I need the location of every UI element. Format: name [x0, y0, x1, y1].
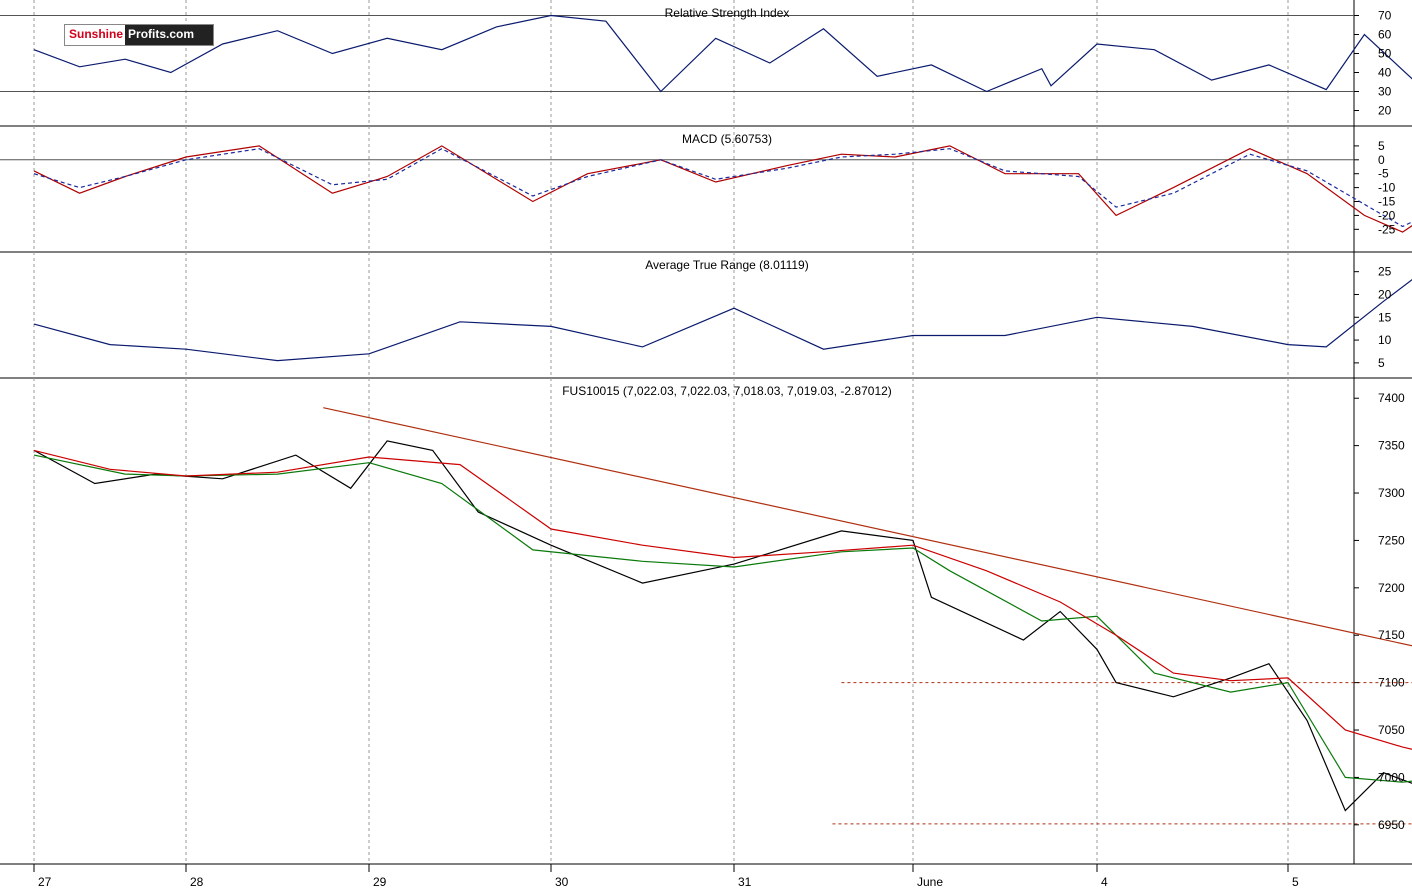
- reference-lines: [0, 15, 1412, 825]
- y-tick-label-1-5: -20: [1378, 208, 1396, 222]
- y-tick-label-2-0: 25: [1378, 265, 1392, 279]
- y-tick-label-1-3: -10: [1378, 181, 1396, 195]
- y-tick-label-2-4: 5: [1378, 356, 1385, 370]
- logo-text-profits: Profits.com: [125, 25, 213, 45]
- y-tick-label-2-1: 20: [1378, 287, 1392, 301]
- x-tick-label-3: 30: [555, 875, 569, 889]
- y-tick-label-0-5: 20: [1378, 104, 1392, 118]
- x-tick-label-5: June: [917, 875, 943, 889]
- y-tick-label-0-0: 70: [1378, 9, 1392, 23]
- y-tick-label-3-8: 7000: [1378, 770, 1405, 784]
- series-line-3-0: [33, 440, 1412, 812]
- y-tick-label-0-3: 40: [1378, 66, 1392, 80]
- y-tick-label-3-1: 7350: [1378, 439, 1405, 453]
- x-tick-label-6: 4: [1101, 875, 1108, 889]
- axis-ticks: 70605040302050-5-10-15-20-25252015105740…: [33, 9, 1405, 889]
- y-tick-label-1-0: 5: [1378, 139, 1385, 153]
- trendline-0: [323, 407, 1412, 647]
- y-tick-label-1-4: -15: [1378, 195, 1396, 209]
- y-tick-label-1-1: 0: [1378, 153, 1385, 167]
- series-line-3-2: [33, 449, 1412, 750]
- x-tick-label-4: 31: [738, 875, 752, 889]
- x-tick-label-2: 29: [373, 875, 387, 889]
- panel-title-3: FUS10015 (7,022.03, 7,022.03, 7,018.03, …: [562, 384, 892, 398]
- y-tick-label-0-4: 30: [1378, 85, 1392, 99]
- y-tick-label-0-1: 60: [1378, 28, 1392, 42]
- panel-title-0: Relative Strength Index: [665, 6, 790, 20]
- y-tick-label-2-2: 15: [1378, 310, 1392, 324]
- y-tick-label-1-2: -5: [1378, 167, 1389, 181]
- y-tick-label-3-6: 7100: [1378, 676, 1405, 690]
- panel-titles: Relative Strength Index MACD (5.60753) Ave…: [562, 6, 892, 398]
- y-tick-label-3-0: 7400: [1378, 391, 1405, 405]
- y-tick-label-0-2: 50: [1378, 47, 1392, 61]
- x-tick-label-7: 5: [1292, 875, 1299, 889]
- series-line-3-1: [33, 454, 1412, 783]
- y-tick-label-3-9: 6950: [1378, 818, 1405, 832]
- panel-title-2: Average True Range (8.01119): [645, 258, 808, 272]
- panel-frames: [0, 0, 1412, 865]
- x-tick-label-0: 27: [38, 875, 52, 889]
- y-tick-label-3-5: 7150: [1378, 628, 1405, 642]
- y-tick-label-3-3: 7250: [1378, 533, 1405, 547]
- series-line-2-0: [33, 279, 1412, 362]
- y-tick-label-3-7: 7050: [1378, 723, 1405, 737]
- panel-title-1: MACD (5.60753): [682, 132, 772, 146]
- x-tick-label-1: 28: [190, 875, 204, 889]
- grid-lines: [33, 0, 1289, 864]
- series-line-1-1: [33, 148, 1412, 228]
- y-tick-label-3-4: 7200: [1378, 581, 1405, 595]
- series-line-1-0: [33, 145, 1412, 233]
- y-tick-label-1-6: -25: [1378, 222, 1396, 236]
- logo-text-sunshine: Sunshine: [65, 25, 126, 45]
- sunshine-profits-logo: Sunshine Profits.com: [64, 24, 214, 46]
- y-tick-label-2-3: 10: [1378, 333, 1392, 347]
- y-tick-label-3-2: 7300: [1378, 486, 1405, 500]
- series-line-0-0: [33, 14, 1412, 93]
- series-lines: [33, 14, 1412, 812]
